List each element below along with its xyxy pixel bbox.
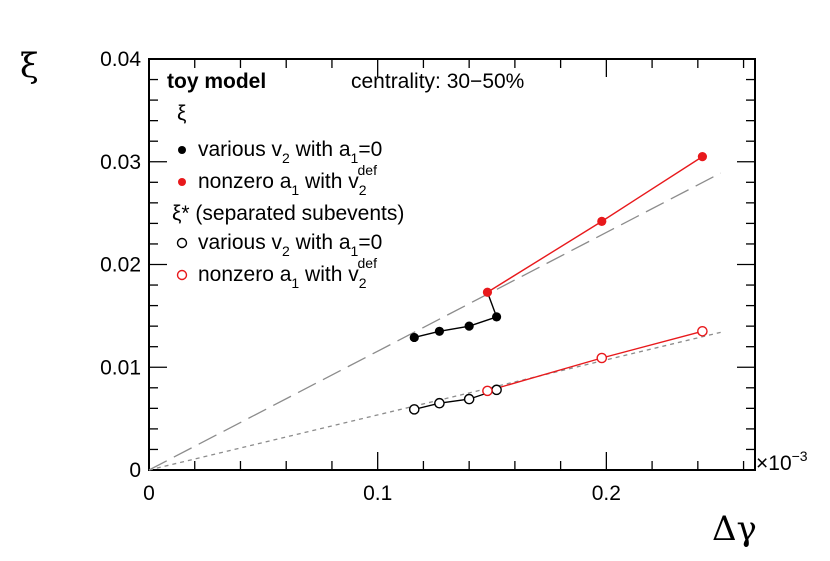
x-multiplier-base: ×10	[756, 452, 792, 475]
legend-header-bold: toy model	[167, 70, 266, 93]
series-line-1	[487, 156, 703, 293]
data-point	[491, 384, 502, 396]
legend-group-xi-star: ξ* (separated subevents)	[172, 202, 404, 225]
y-tick-label: 0.01	[100, 356, 141, 379]
x-multiplier-exponent: −3	[792, 448, 808, 464]
data-point	[697, 152, 708, 162]
legend-marker-red-open	[176, 269, 188, 281]
y-axis-title: ξ	[20, 46, 39, 86]
series-line-3	[487, 330, 703, 392]
short-dash-fit-line	[148, 331, 721, 471]
legend-entry-xistar-various: various v2 with a1=0	[198, 231, 382, 259]
long-dash-fit-line	[148, 172, 721, 471]
legend-group-xi: ξ	[177, 102, 186, 125]
data-point	[482, 385, 493, 397]
data-point	[464, 321, 474, 331]
y-tick-label: 0.04	[100, 48, 141, 71]
legend-entry-xi-nonzero: nonzero a1 with v2def	[198, 162, 377, 198]
data-point	[697, 325, 708, 337]
data-point	[408, 404, 420, 415]
x-tick-label: 0	[143, 482, 155, 505]
x-tick-label: 0.1	[363, 482, 392, 505]
data-point	[463, 393, 475, 405]
data-point	[597, 216, 607, 226]
reference-lines	[148, 172, 721, 471]
legend-marker-black-filled	[178, 146, 186, 154]
axis-ticks	[148, 58, 755, 471]
data-point	[409, 332, 419, 343]
legend-marker-black-open	[176, 237, 188, 249]
data-point	[434, 326, 445, 336]
series-line-2	[414, 389, 497, 411]
legend-entry-xi-various: various v2 with a1=0	[198, 138, 382, 166]
legend-entry-xistar-nonzero: nonzero a1 with v2def	[198, 255, 377, 291]
data-point	[434, 397, 445, 409]
legend-header-centrality: centrality: 30−50%	[351, 70, 524, 93]
data-point	[491, 312, 502, 322]
x-axis-title: Δγ	[712, 509, 757, 549]
y-tick-label: 0	[129, 459, 141, 482]
y-tick-label: 0.03	[100, 151, 141, 174]
tick-labels: 0 0.01 0.02 0.03 0.04 0 0.1 0.2	[100, 48, 621, 505]
series-line-0	[414, 316, 497, 339]
legend-marker-red-filled	[178, 178, 186, 186]
legend: toy model centrality: 30−50% ξ various v…	[167, 70, 524, 291]
data-point	[482, 287, 493, 297]
data-markers	[408, 152, 708, 415]
x-axis-multiplier: ×10−3	[756, 448, 808, 475]
series-lines	[414, 156, 703, 411]
y-tick-label: 0.02	[100, 254, 141, 277]
data-point	[596, 352, 608, 364]
x-tick-label: 0.2	[592, 482, 621, 505]
